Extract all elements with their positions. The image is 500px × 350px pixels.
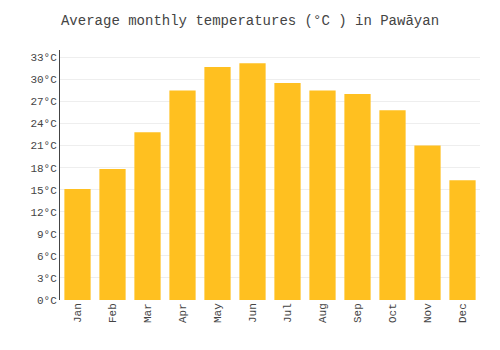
svg-text:24°C: 24°C [30, 118, 57, 130]
svg-text:9°C: 9°C [37, 229, 57, 241]
svg-text:Oct: Oct [387, 303, 399, 323]
svg-text:21°C: 21°C [30, 140, 57, 152]
svg-text:Jul: Jul [282, 303, 294, 323]
svg-text:Jan: Jan [72, 303, 84, 323]
svg-text:27°C: 27°C [30, 96, 57, 108]
svg-text:Jun: Jun [247, 303, 259, 323]
svg-text:3°C: 3°C [37, 273, 57, 285]
svg-text:18°C: 18°C [30, 163, 57, 175]
svg-text:Apr: Apr [177, 303, 189, 323]
svg-text:May: May [212, 303, 224, 323]
svg-text:Mar: Mar [142, 303, 154, 323]
svg-text:30°C: 30°C [30, 74, 57, 86]
svg-text:33°C: 33°C [30, 52, 57, 64]
svg-text:Dec: Dec [457, 303, 469, 323]
svg-text:0°C: 0°C [37, 295, 57, 307]
svg-text:Nov: Nov [422, 303, 434, 323]
svg-text:Sep: Sep [352, 303, 364, 323]
svg-text:Feb: Feb [107, 303, 119, 323]
svg-text:Aug: Aug [317, 303, 329, 323]
svg-text:Average monthly temperatures (: Average monthly temperatures (°C ) in Pa… [61, 13, 439, 29]
svg-text:12°C: 12°C [30, 207, 57, 219]
svg-text:15°C: 15°C [30, 185, 57, 197]
svg-text:6°C: 6°C [37, 251, 57, 263]
